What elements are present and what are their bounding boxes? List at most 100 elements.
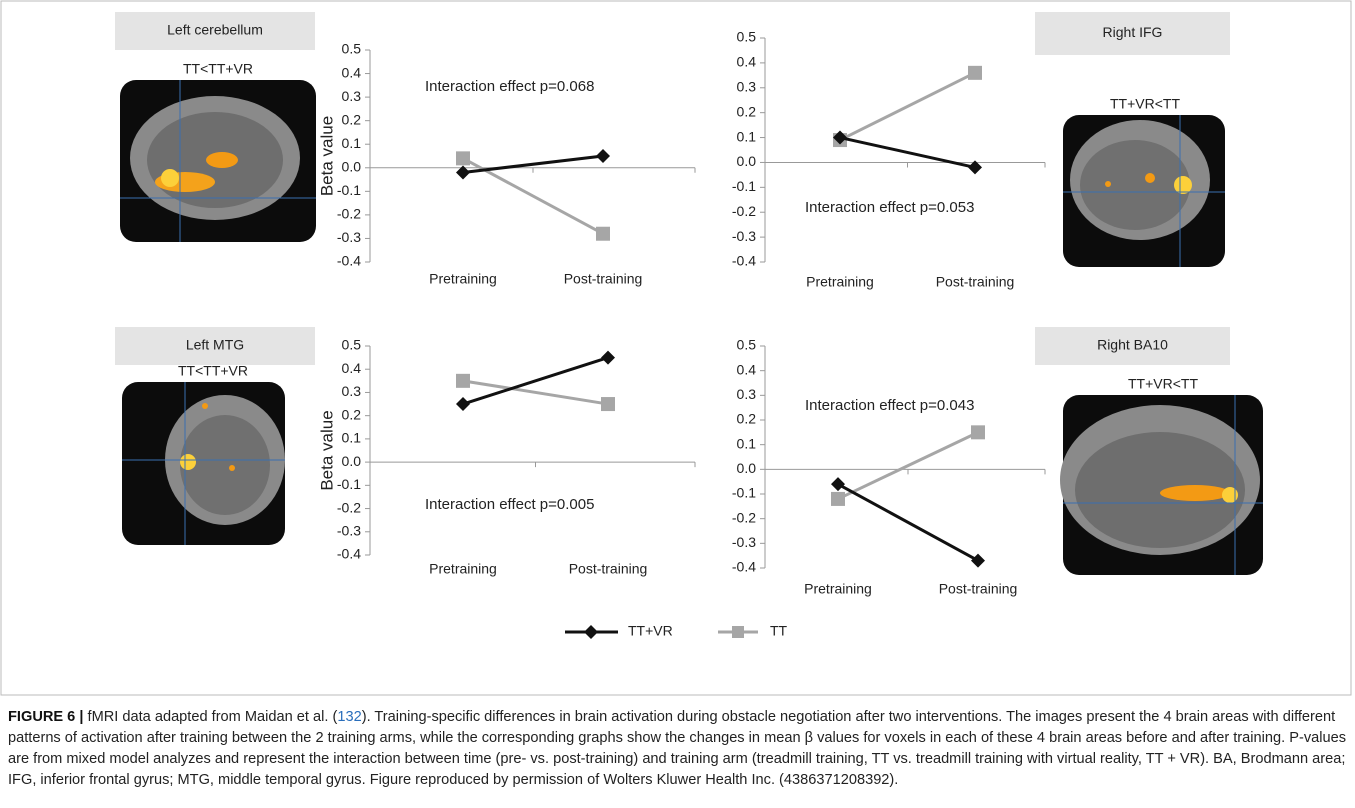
y-tick-label: -0.2 — [337, 499, 361, 515]
region-label-box — [1035, 327, 1230, 365]
series-line — [462, 154, 604, 174]
y-tick-label: 0.5 — [737, 337, 757, 353]
brain-image — [120, 80, 316, 242]
x-tick-label: Pretraining — [804, 581, 872, 597]
brain-image — [1060, 395, 1263, 575]
data-point — [596, 149, 610, 163]
y-tick-label: -0.1 — [337, 182, 361, 198]
x-tick-label: Post-training — [939, 581, 1018, 597]
caption-text: fMRI data adapted from Maidan et al. ( — [87, 709, 338, 725]
region-label: Right BA10 — [1097, 337, 1168, 353]
y-tick-label: -0.3 — [732, 228, 756, 244]
y-tick-label: 0.5 — [342, 41, 362, 57]
y-tick-label: 0.0 — [342, 158, 362, 174]
region-label: Left MTG — [186, 337, 244, 353]
y-tick-label: 0.2 — [737, 103, 757, 119]
y-tick-label: 0.5 — [737, 29, 757, 45]
caption-label: FIGURE 6 | — [8, 709, 84, 725]
data-point — [831, 477, 845, 492]
y-tick-label: 0.4 — [342, 360, 362, 376]
y-tick-label: 0.1 — [342, 430, 362, 446]
region-label: Left cerebellum — [167, 22, 263, 38]
y-tick-label: 0.3 — [737, 386, 757, 402]
y-tick-label: 0.2 — [737, 411, 757, 427]
legend-label: TT+VR — [628, 623, 673, 639]
reference-link[interactable]: 132 — [337, 709, 362, 725]
y-tick-label: 0.2 — [342, 111, 362, 127]
legend-marker — [732, 626, 744, 638]
y-tick-label: 0.5 — [342, 337, 362, 353]
series-line — [837, 482, 979, 562]
annotation: Interaction effect p=0.068 — [425, 78, 594, 95]
data-point — [456, 151, 470, 166]
y-tick-label: -0.3 — [337, 522, 361, 538]
data-point — [971, 425, 985, 440]
y-tick-label: 0.1 — [342, 135, 362, 151]
brain-image — [1063, 115, 1225, 267]
x-tick-label: Pretraining — [806, 274, 874, 290]
series-line — [462, 356, 609, 406]
annotation: Interaction effect p=0.053 — [805, 199, 974, 216]
legend: TT+VR TT — [565, 623, 788, 639]
y-tick-label: -0.2 — [732, 203, 756, 219]
y-tick-label: -0.4 — [337, 253, 361, 269]
x-tick-label: Pretraining — [429, 561, 497, 577]
y-tick-label: 0.0 — [737, 460, 757, 476]
y-tick-label: -0.3 — [732, 534, 756, 550]
figure-border — [0, 0, 1352, 696]
data-point — [968, 160, 982, 175]
contrast-label: TT<TT+VR — [178, 363, 248, 379]
series-line — [462, 379, 609, 406]
y-tick-label: -0.2 — [732, 509, 756, 525]
legend-marker — [584, 625, 598, 639]
data-point — [971, 553, 985, 568]
y-tick-label: 0.0 — [737, 153, 757, 169]
data-point — [456, 397, 470, 412]
caption-text: ). Training-specific differences in brai… — [8, 709, 1347, 788]
data-point — [601, 350, 615, 365]
y-axis-title: Beta value — [317, 116, 336, 196]
y-tick-label: -0.3 — [337, 229, 361, 245]
x-tick-label: Pretraining — [429, 271, 497, 287]
y-tick-label: -0.1 — [337, 476, 361, 492]
data-point — [968, 65, 982, 80]
y-tick-label: 0.0 — [342, 453, 362, 469]
data-point — [831, 491, 845, 506]
figure: TT+VR TT Left cerebellum TT<TT+VR -0.4 -0.3… — [0, 0, 1352, 696]
y-tick-label: -0.1 — [732, 178, 756, 194]
series-line — [839, 136, 976, 169]
legend-label: TT — [770, 623, 788, 639]
x-tick-label: Post-training — [569, 561, 648, 577]
caption: FIGURE 6 | fMRI data adapted from Maidan… — [8, 707, 1348, 791]
y-tick-label: 0.3 — [737, 78, 757, 94]
y-tick-label: 0.1 — [737, 128, 757, 144]
data-point — [601, 397, 615, 412]
series-line — [839, 71, 976, 142]
y-tick-label: 0.3 — [342, 88, 362, 104]
y-tick-label: 0.3 — [342, 383, 362, 399]
y-tick-label: 0.4 — [737, 54, 757, 70]
y-axis-title: Beta value — [317, 410, 336, 490]
y-tick-label: 0.4 — [342, 64, 362, 80]
annotation: Interaction effect p=0.043 — [805, 397, 974, 414]
contrast-label: TT+VR<TT — [1128, 376, 1198, 392]
region-label: Right IFG — [1103, 24, 1163, 40]
contrast-label: TT+VR<TT — [1110, 96, 1180, 112]
y-tick-label: 0.2 — [342, 406, 362, 422]
y-tick-label: 0.4 — [737, 361, 757, 377]
data-point — [596, 226, 610, 241]
data-point — [456, 373, 470, 388]
data-point — [456, 165, 470, 180]
y-tick-label: 0.1 — [737, 435, 757, 451]
series-line — [837, 430, 979, 501]
region-label-box — [1035, 12, 1230, 55]
y-tick-label: -0.1 — [732, 485, 756, 501]
x-tick-label: Post-training — [564, 271, 643, 287]
brain-image — [122, 382, 285, 545]
y-tick-label: -0.4 — [732, 253, 756, 269]
y-tick-label: -0.4 — [732, 559, 756, 575]
contrast-label: TT<TT+VR — [183, 61, 253, 77]
region-label-box — [115, 327, 315, 365]
x-tick-label: Post-training — [936, 274, 1015, 290]
